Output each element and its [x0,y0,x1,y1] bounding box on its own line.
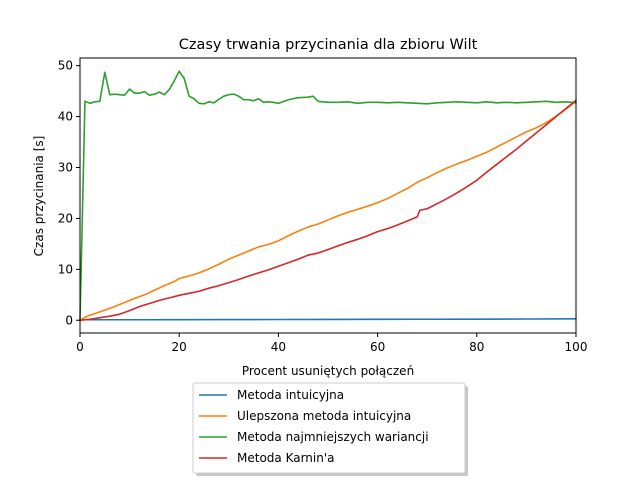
plot-frame [79,57,577,334]
legend-label: Metoda najmniejszych wariancji [237,430,429,444]
x-axis-label: Procent usuniętych połączeń [242,364,414,378]
x-tick-label: 60 [370,340,385,354]
series-line-3 [79,70,577,322]
x-tick-label: 0 [76,340,84,354]
series-line-4 [79,99,577,322]
y-axis: 0 10 20 30 40 50 [58,59,80,327]
y-tick-label: 30 [58,160,73,174]
y-tick-label: 10 [58,262,73,276]
legend-label: Ulepszona metoda intuicyjna [237,409,411,423]
y-tick-label: 40 [58,110,73,124]
y-tick-label: 20 [58,211,73,225]
series-line-2 [79,100,577,322]
legend-box [192,382,466,474]
chart-title: Czasy trwania przycinania dla zbioru Wil… [179,37,478,53]
x-axis: 0 20 40 60 80 100 [76,333,587,354]
series-line-1 [79,318,577,321]
legend-label: Metoda intuicyjna [237,388,344,402]
y-axis-label: Czas przycinania [s] [32,136,46,257]
y-tick-label: 0 [65,313,73,327]
y-tick-label: 50 [58,59,73,73]
legend-label: Metoda Karnin'a [237,451,335,465]
plot-lines [79,70,577,322]
x-tick-label: 20 [172,340,187,354]
legend: Metoda intuicyjna Ulepszona metoda intuic… [192,382,468,476]
x-tick-label: 80 [469,340,484,354]
x-tick-label: 40 [271,340,286,354]
legend-entries: Metoda intuicyjna Ulepszona metoda intuic… [199,388,429,465]
x-tick-label: 100 [565,340,588,354]
